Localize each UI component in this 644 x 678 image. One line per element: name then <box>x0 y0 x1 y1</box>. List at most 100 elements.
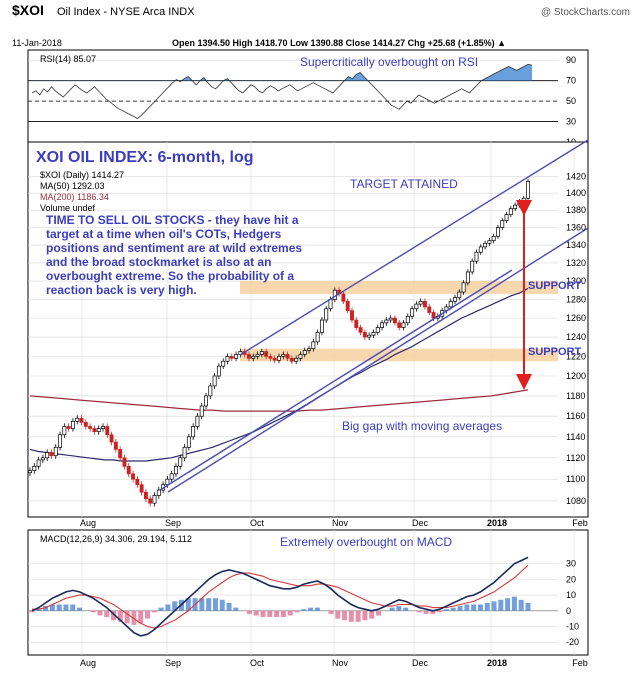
macd-signal-line <box>32 564 529 629</box>
rsi-legend: RSI(14) 85.07 <box>40 54 96 64</box>
price-tick-label: 1100 <box>566 474 585 484</box>
candle-body <box>483 242 488 248</box>
candle-body <box>70 420 75 429</box>
candle-body <box>285 354 290 359</box>
histogram-bar <box>525 602 531 611</box>
chart-symbol: $XOI <box>12 2 44 18</box>
support-label-upper: SUPPORT <box>528 280 581 292</box>
candle-body <box>470 260 475 273</box>
histogram-bar <box>138 610 144 624</box>
histogram-bar <box>457 606 463 611</box>
histogram-bar <box>117 610 123 622</box>
candle-body <box>277 356 281 361</box>
histogram-bar <box>158 607 164 611</box>
histogram-bar <box>104 610 110 618</box>
candle-body <box>195 415 200 427</box>
candle-body <box>311 341 316 349</box>
candle-body <box>28 470 32 474</box>
candle-body <box>461 282 466 293</box>
histogram-bar <box>450 607 456 611</box>
macd-month-label: 2018 <box>487 658 507 668</box>
histogram-bar <box>274 610 280 618</box>
histogram-bar <box>233 607 239 611</box>
candle-body <box>152 495 157 504</box>
legend-volume: Volume undef <box>40 203 96 213</box>
price-month-label: Dec <box>412 518 429 528</box>
histogram-bar <box>124 610 130 624</box>
candle-body <box>259 351 264 355</box>
histogram-bar <box>403 607 409 611</box>
price-month-label: Oct <box>250 518 265 528</box>
watermark: @ StockCharts.com <box>541 7 630 18</box>
macd-annotation: Extremely overbought on MACD <box>280 535 452 549</box>
target-annotation: TARGET ATTAINED <box>350 177 458 191</box>
histogram-bar <box>246 610 252 614</box>
candle-body <box>66 426 71 429</box>
histogram-bar <box>56 604 62 611</box>
candle-body <box>397 322 402 328</box>
price-tick-label: 1120 <box>566 453 585 463</box>
candle-body <box>131 473 135 480</box>
chart-name: Oil Index - NYSE Arca INDX <box>57 6 195 18</box>
candle-body <box>135 478 140 485</box>
rsi-tick-label: 90 <box>566 55 576 65</box>
histogram-bar <box>172 601 178 611</box>
candle-body <box>405 315 410 324</box>
macd-month-label: Dec <box>412 658 429 668</box>
histogram-bar <box>464 604 470 611</box>
price-month-label: 2018 <box>487 518 507 528</box>
histogram-bar <box>342 610 348 621</box>
histogram-bar <box>498 599 504 611</box>
candle-body <box>53 446 58 457</box>
histogram-bar <box>396 606 402 611</box>
price-tick-label: 1220 <box>566 351 586 361</box>
candle-body <box>341 293 346 302</box>
ohlc-readout: Open 1394.50 High 1418.70 Low 1390.88 Cl… <box>172 38 506 48</box>
histogram-bar <box>369 610 375 619</box>
candle-body <box>362 331 367 338</box>
price-tick-label: 1320 <box>566 258 586 268</box>
histogram-bar <box>219 599 225 611</box>
candle-body <box>36 459 41 467</box>
candle-body <box>281 354 286 357</box>
candle-body <box>208 385 213 397</box>
candle-body <box>380 322 384 328</box>
histogram-bar <box>301 609 307 611</box>
candle-body <box>495 227 500 237</box>
candle-body <box>186 436 191 448</box>
candle-body <box>478 246 483 253</box>
candle-body <box>521 197 526 203</box>
candle-body <box>289 357 294 362</box>
macd-month-label: Nov <box>332 658 349 668</box>
histogram-bar <box>253 610 259 616</box>
price-tick-label: 1200 <box>566 371 586 381</box>
candle-body <box>307 348 312 351</box>
candle-body <box>148 498 153 504</box>
candle-body <box>58 434 63 448</box>
histogram-bar <box>43 606 49 611</box>
rsi-tick-label: 30 <box>566 117 576 127</box>
candle-body <box>169 473 174 480</box>
candle-body <box>122 457 127 467</box>
support-label-lower: SUPPORT <box>528 346 581 358</box>
histogram-bar <box>131 610 137 625</box>
candle-body <box>504 214 509 221</box>
candle-body <box>474 251 479 262</box>
ma200-line <box>29 389 529 412</box>
histogram-bar <box>226 602 232 611</box>
candle-body <box>191 426 196 438</box>
price-panel: 1420 1400 1380 1360 1340 1320 1300 1280 1260 1240… <box>27 139 589 528</box>
price-tick-label: 1280 <box>566 294 586 304</box>
price-month-label: Aug <box>80 518 96 528</box>
candle-body <box>401 322 406 328</box>
rsi-tick-label: 70 <box>566 76 576 86</box>
candle-body <box>350 310 354 321</box>
chart-date: 11-Jan-2018 <box>12 38 62 48</box>
macd-month-label: Feb <box>572 658 588 668</box>
candle-body <box>165 478 170 485</box>
price-tick-label: 1400 <box>566 188 586 198</box>
price-tick-label: 1260 <box>566 313 586 323</box>
candle-body <box>212 375 217 387</box>
histogram-bar <box>328 610 334 614</box>
